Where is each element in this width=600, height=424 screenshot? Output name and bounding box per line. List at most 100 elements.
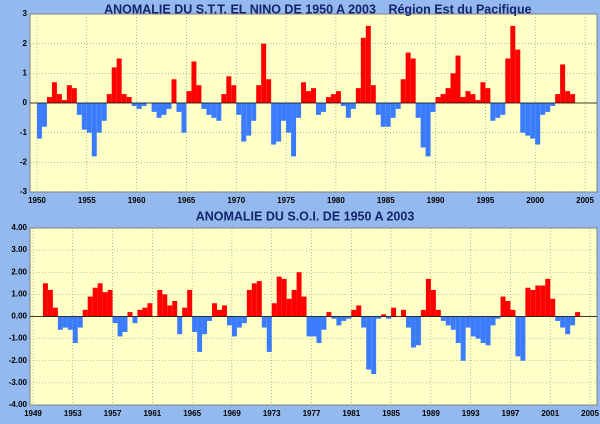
x-tick-label: 1953 [64,409,82,418]
bar [86,103,92,133]
bar [161,103,167,115]
bar [355,88,361,103]
bar [251,283,257,317]
y-tick-label: 4.00 [11,223,27,232]
bar [306,91,312,103]
bar [376,316,382,319]
bar [500,103,506,115]
y-tick-label: -1.00 [9,334,28,343]
x-tick-label: 1997 [502,409,520,418]
bar [495,316,501,319]
x-tick-label: 2001 [541,409,559,418]
bar [77,316,83,328]
bar [420,309,426,317]
bar [151,103,157,112]
bar [221,94,227,103]
bar [176,103,182,112]
y-tick-label: -4.00 [9,400,28,409]
bar [346,316,352,319]
x-tick-label: 1981 [342,409,360,418]
bar [207,316,213,321]
bar [52,307,58,317]
bar [106,94,112,103]
x-tick-label: 1993 [462,409,480,418]
bar [271,103,277,145]
bar [321,316,327,330]
bar [47,289,53,317]
bar [246,289,252,317]
bar [570,316,576,326]
bar [226,316,232,326]
bar [286,298,292,317]
bar [391,307,397,317]
bar [535,103,541,145]
bar [147,303,153,317]
x-tick-label: 1980 [327,196,345,205]
bar [67,316,73,330]
bar [137,309,143,317]
bar [520,103,526,133]
x-tick-label: 1985 [382,409,400,418]
x-tick-label: 2005 [576,196,594,205]
y-tick-label: -3 [20,187,28,196]
bar [435,97,441,103]
bar [450,73,456,103]
bar [490,103,496,121]
bar [251,103,257,121]
bar [390,103,396,118]
bar [445,88,451,103]
bar [430,289,436,317]
bar [92,287,98,317]
x-tick-label: 1973 [263,409,281,418]
bar [281,278,287,317]
bar [82,309,88,317]
bar [480,316,486,344]
bar [191,61,197,103]
bar [525,287,531,317]
bar [370,85,376,103]
bar [291,289,297,317]
bar [296,272,302,317]
bar [121,94,127,103]
bar [356,305,362,317]
bar [206,103,212,115]
x-tick-label: 1950 [28,196,46,205]
y-tick-label: -3.00 [9,378,28,387]
bar [167,305,173,317]
bar [401,309,407,317]
bar [455,55,461,103]
bar [495,103,501,118]
bar [117,316,123,337]
bar [231,316,237,337]
bar [116,58,122,103]
bar [286,103,292,133]
bar [226,76,232,103]
bar [410,58,416,103]
bar [62,316,68,328]
bar [400,79,406,103]
bar [505,301,511,317]
bar [296,103,302,118]
bar [181,103,187,133]
bar [46,97,52,103]
bar [157,289,163,317]
bar [565,91,571,103]
bar [221,305,227,317]
bar [445,316,451,326]
x-tick-label: 1985 [377,196,395,205]
x-tick-label: 1977 [303,409,321,418]
bar [107,289,113,317]
bar [435,309,441,317]
bar [96,103,102,133]
bar [61,100,67,103]
bar [196,85,202,103]
x-tick-label: 1975 [277,196,295,205]
bar [101,103,107,121]
bar [112,316,118,324]
bar [515,316,521,357]
bar [291,103,297,157]
bar [540,285,546,317]
bar [57,316,63,330]
x-tick-label: 1970 [227,196,245,205]
